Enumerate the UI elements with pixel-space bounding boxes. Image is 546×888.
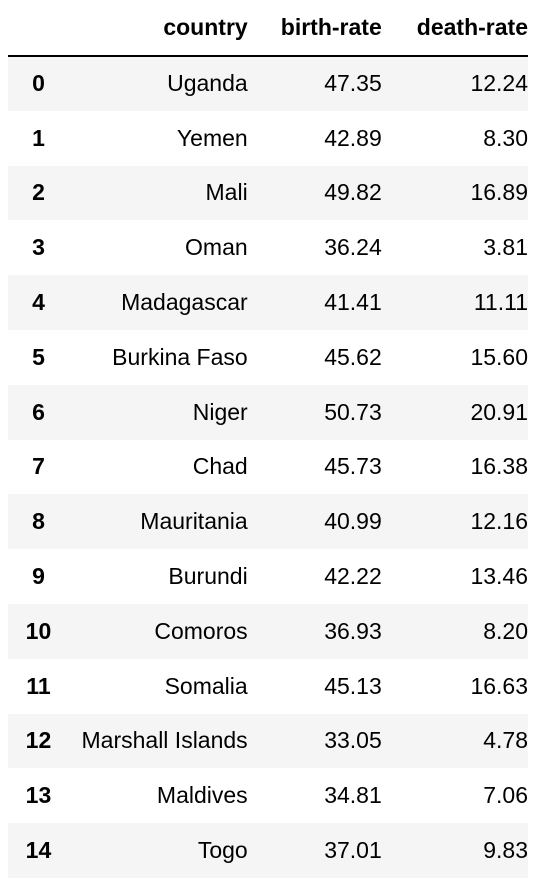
death-rate-cell: 11.11: [473, 289, 528, 316]
table-row: 11 Somalia 45.13 16.63: [8, 658, 528, 714]
death-rate-cell: 12.16: [470, 508, 528, 535]
country-cell: Maldives: [156, 782, 248, 809]
country-cell: Chad: [192, 453, 248, 480]
row-index: 6: [32, 398, 45, 425]
birth-rate-cell: 45.73: [324, 453, 382, 480]
death-rate-cell: 12.24: [470, 70, 528, 97]
death-rate-cell: 16.38: [470, 453, 528, 480]
table-row: 7 Chad 45.73 16.38: [8, 439, 528, 495]
table-row: 1 Yemen 42.89 8.30: [8, 110, 528, 166]
death-rate-cell: 9.83: [483, 837, 528, 864]
table-row: 14 Togo 37.01 9.83: [8, 823, 528, 878]
birth-rate-cell: 42.89: [324, 124, 382, 151]
country-cell: Uganda: [167, 70, 248, 97]
death-rate-cell: 8.20: [483, 617, 528, 644]
birth-rate-cell: 45.13: [324, 672, 382, 699]
birth-rate-cell: 34.81: [324, 782, 382, 809]
table-row: 8 Mauritania 40.99 12.16: [8, 494, 528, 550]
country-cell: Comoros: [154, 617, 248, 644]
birth-rate-cell: 36.24: [324, 234, 382, 261]
row-index: 10: [25, 617, 52, 644]
country-cell: Oman: [185, 234, 248, 261]
row-index: 9: [32, 563, 45, 590]
row-index: 1: [32, 124, 45, 151]
birth-rate-cell: 42.22: [324, 563, 382, 590]
row-index: 5: [32, 343, 45, 370]
header-row: country birth-rate death-rate: [8, 0, 528, 57]
death-rate-cell: 3.81: [483, 234, 528, 261]
birth-rate-cell: 37.01: [324, 837, 382, 864]
table-row: 10 Comoros 36.93 8.20: [8, 603, 528, 659]
death-rate-cell: 20.91: [470, 398, 528, 425]
table-row: 2 Mali 49.82 16.89: [8, 165, 528, 221]
row-index: 0: [32, 70, 45, 97]
death-rate-cell: 7.06: [483, 782, 528, 809]
table-row: 0 Uganda 47.35 12.24: [8, 56, 528, 111]
country-cell: Mali: [205, 179, 248, 206]
country-cell: Madagascar: [121, 289, 248, 316]
table-body: 0 Uganda 47.35 12.24 1 Yemen 42.89 8.30 …: [8, 56, 528, 878]
index-column-header: [8, 0, 69, 57]
death-rate-cell: 16.63: [470, 672, 528, 699]
table-row: 4 Madagascar 41.41 11.11: [8, 275, 528, 330]
country-cell: Burkina Faso: [112, 343, 248, 370]
table-row: 3 Oman 36.24 3.81: [8, 220, 528, 276]
table-row: 13 Maldives 34.81 7.06: [8, 768, 528, 824]
country-cell: Mauritania: [140, 508, 248, 535]
country-cell: Somalia: [164, 672, 248, 699]
country-cell: Marshall Islands: [81, 727, 248, 754]
death-rate-cell: 8.30: [483, 124, 528, 151]
death-rate-cell: 13.46: [470, 563, 528, 590]
birth-rate-cell: 40.99: [324, 508, 382, 535]
birth-rate-cell: 41.41: [324, 289, 382, 316]
table-row: 12 Marshall Islands 33.05 4.78: [8, 713, 528, 769]
row-index: 3: [32, 234, 45, 261]
birth-rate-cell: 49.82: [324, 179, 382, 206]
country-cell: Niger: [192, 398, 248, 425]
dataframe-table: country birth-rate death-rate 0 Uganda 4…: [8, 0, 528, 878]
row-index: 7: [32, 453, 45, 480]
birth-rate-cell: 33.05: [324, 727, 382, 754]
country-cell: Burundi: [168, 563, 248, 590]
country-column-header: country: [68, 0, 248, 57]
row-index: 11: [26, 672, 51, 699]
table-row: 6 Niger 50.73 20.91: [8, 384, 528, 440]
country-cell: Togo: [197, 837, 248, 864]
death-rate-cell: 4.78: [483, 727, 528, 754]
country-cell: Yemen: [176, 124, 248, 151]
death-rate-cell: 15.60: [470, 343, 528, 370]
row-index: 4: [32, 289, 45, 316]
death-rate-cell: 16.89: [470, 179, 528, 206]
row-index: 2: [32, 179, 45, 206]
row-index: 14: [25, 837, 52, 864]
death-rate-column-header: death-rate: [381, 0, 528, 57]
table-header: country birth-rate death-rate: [8, 0, 528, 57]
birth-rate-column-header: birth-rate: [247, 0, 382, 57]
birth-rate-cell: 45.62: [324, 343, 382, 370]
row-index: 12: [25, 727, 52, 754]
birth-rate-cell: 36.93: [324, 617, 382, 644]
birth-rate-cell: 47.35: [324, 70, 382, 97]
row-index: 13: [25, 782, 52, 809]
row-index: 8: [32, 508, 45, 535]
table-row: 5 Burkina Faso 45.62 15.60: [8, 329, 528, 385]
table-row: 9 Burundi 42.22 13.46: [8, 549, 528, 604]
birth-rate-cell: 50.73: [324, 398, 382, 425]
